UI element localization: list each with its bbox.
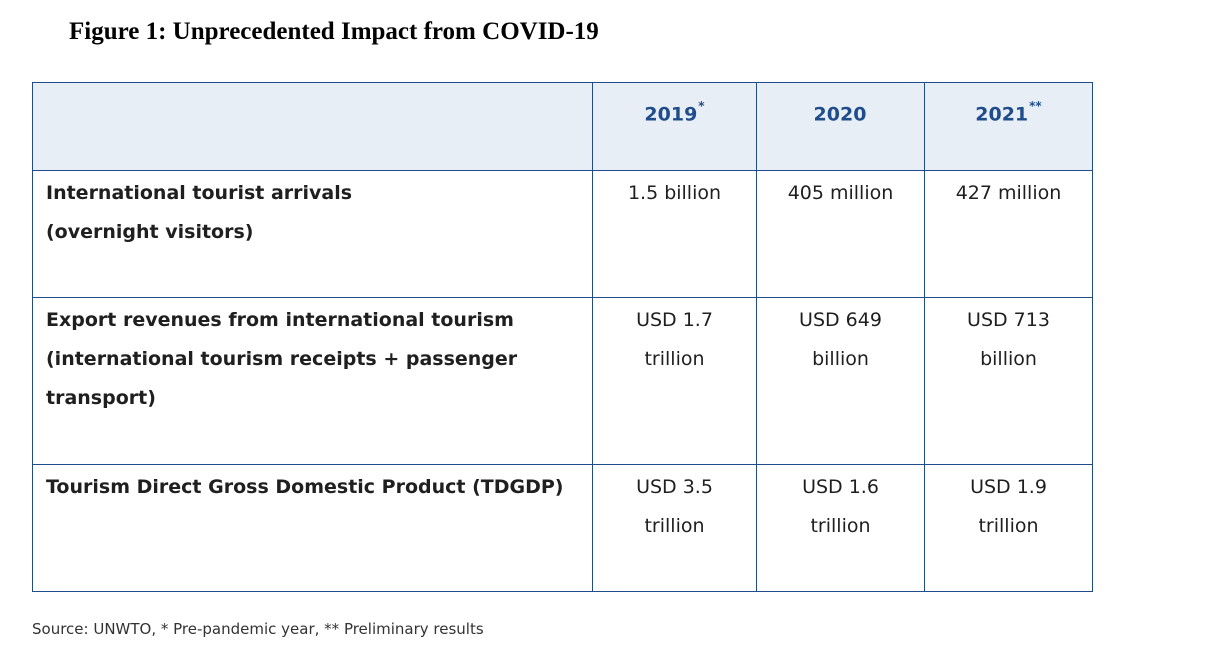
cell-2019: USD 3.5 trillion bbox=[592, 464, 757, 592]
cell-2019: 1.5 billion bbox=[592, 170, 757, 298]
table-row-export-revenues: Export revenues from international touri… bbox=[32, 297, 1093, 465]
cell-2019: USD 1.7 trillion bbox=[592, 297, 757, 465]
header-year-2021: 2021** bbox=[924, 82, 1093, 171]
header-blank-cell bbox=[32, 82, 593, 171]
impact-table: 2019* 2020 2021** International tourist … bbox=[32, 82, 1093, 592]
row-label: Export revenues from international touri… bbox=[32, 297, 593, 465]
header-year-2019: 2019* bbox=[592, 82, 757, 171]
row-label: International tourist arrivals (overnigh… bbox=[32, 170, 593, 298]
figure-title: Figure 1: Unprecedented Impact from COVI… bbox=[69, 18, 599, 45]
row-label: Tourism Direct Gross Domestic Product (T… bbox=[32, 464, 593, 592]
header-footnote-mark: * bbox=[698, 99, 705, 113]
header-footnote-mark: ** bbox=[1029, 99, 1042, 113]
cell-2020: USD 1.6 trillion bbox=[756, 464, 925, 592]
source-note: Source: UNWTO, * Pre-pandemic year, ** P… bbox=[32, 620, 484, 638]
cell-2021: USD 713 billion bbox=[924, 297, 1093, 465]
table-row-arrivals: International tourist arrivals (overnigh… bbox=[32, 170, 1093, 298]
cell-2020: 405 million bbox=[756, 170, 925, 298]
header-year-2020: 2020 bbox=[756, 82, 925, 171]
cell-2020: USD 649 billion bbox=[756, 297, 925, 465]
table-row-tdgdp: Tourism Direct Gross Domestic Product (T… bbox=[32, 464, 1093, 592]
table-header-row: 2019* 2020 2021** bbox=[32, 82, 1093, 171]
cell-2021: USD 1.9 trillion bbox=[924, 464, 1093, 592]
cell-2021: 427 million bbox=[924, 170, 1093, 298]
